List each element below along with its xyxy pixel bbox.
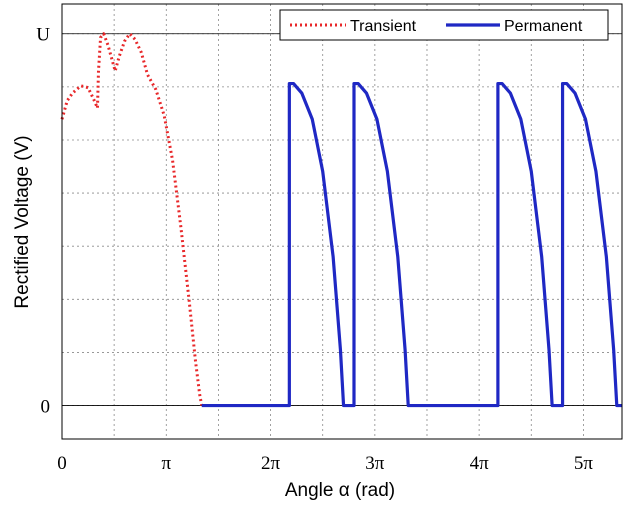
y-tick-label: 0 (41, 397, 51, 418)
series-line-permanent (201, 81, 622, 408)
series-layer (60, 32, 622, 408)
legend: Transient Permanent (279, 9, 609, 41)
y-tick-labels: 0U (36, 25, 50, 418)
y-tick-label: U (36, 25, 50, 46)
x-tick-label: 4π (470, 453, 490, 474)
x-tick-label: 5π (574, 453, 594, 474)
legend-label-permanent: Permanent (504, 18, 583, 35)
y-axis-label: Rectified Voltage (V) (12, 135, 33, 308)
legend-label-transient: Transient (350, 18, 417, 35)
series-line-transient (60, 32, 204, 406)
plot-frame (61, 3, 623, 440)
x-axis-label: Angle α (rad) (285, 480, 395, 501)
x-tick-label: π (161, 453, 171, 474)
x-tick-label: 3π (365, 453, 385, 474)
x-tick-label: 2π (261, 453, 281, 474)
legend-box (279, 9, 609, 41)
x-tick-labels: 0 π 2π 3π 4π 5π (57, 453, 593, 474)
x-tick-label: 0 (57, 453, 67, 474)
